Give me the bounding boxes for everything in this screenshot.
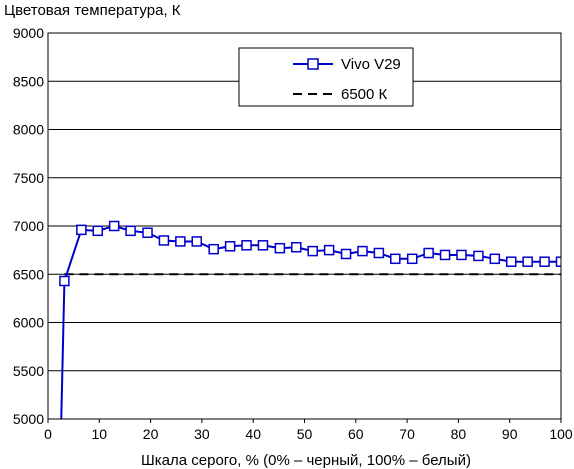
y-tick-label: 7000	[13, 218, 44, 234]
x-tick-label: 80	[451, 426, 467, 442]
data-point	[539, 256, 550, 267]
y-tick-label: 7500	[13, 170, 44, 186]
data-point	[555, 256, 561, 267]
x-tick-label: 90	[502, 426, 518, 442]
data-point	[522, 256, 533, 267]
x-tick-label: 20	[143, 426, 159, 442]
y-axis-ticks: 5000 5500 6000 6500 7000 7500 8000 8500 9000	[13, 25, 44, 427]
data-point	[208, 243, 219, 255]
legend-box	[238, 47, 414, 107]
x-axis-ticks: 0 10 20 30 40 50 60 70 80 90 100	[44, 419, 573, 442]
data-point	[241, 240, 252, 251]
data-point	[373, 247, 385, 259]
data-point	[291, 241, 302, 253]
x-tick-label: 50	[297, 426, 313, 442]
y-tick-label: 5000	[13, 411, 44, 427]
data-point	[274, 242, 286, 254]
x-tick-label: 40	[245, 426, 261, 442]
x-tick-label: 10	[92, 426, 108, 442]
y-tick-label: 6500	[13, 266, 44, 282]
data-point	[257, 240, 269, 251]
x-tick-label: 0	[44, 426, 52, 442]
y-tick-label: 9000	[13, 25, 44, 41]
plot-frame	[47, 32, 562, 420]
data-point	[439, 249, 451, 261]
x-axis-title: Шкала серого, % (0% – черный, 100% – бел…	[141, 452, 471, 469]
data-point	[76, 224, 87, 236]
series-layer	[59, 220, 561, 419]
data-point	[456, 249, 467, 261]
data-point	[125, 225, 136, 237]
x-tick-label: 100	[549, 426, 573, 442]
x-tick-label: 60	[348, 426, 364, 442]
data-point	[224, 241, 236, 252]
data-point	[108, 220, 120, 232]
y-tick-label: 8500	[13, 73, 44, 89]
data-point	[489, 253, 501, 265]
x-tick-label: 70	[399, 426, 415, 442]
y-axis-title: Цветовая температура, К	[4, 2, 181, 19]
data-point	[323, 244, 335, 256]
data-point	[390, 253, 401, 265]
y-tick-label: 6000	[13, 315, 44, 331]
data-point	[357, 245, 368, 257]
data-point	[175, 236, 186, 247]
data-point	[92, 225, 104, 237]
data-point	[59, 275, 70, 287]
data-point	[340, 248, 352, 260]
data-point	[406, 253, 418, 265]
data-point	[307, 245, 318, 257]
legend: Vivo V29 6500 К	[238, 47, 414, 107]
data-point	[505, 256, 517, 267]
y-tick-label: 5500	[13, 363, 44, 379]
legend-marker-vivo	[307, 58, 319, 70]
y-tick-label: 8000	[13, 122, 44, 138]
series-line-vivo-v29	[60, 224, 561, 419]
legend-label-vivo: Vivo V29	[341, 56, 401, 73]
legend-label-6500: 6500 К	[341, 86, 388, 103]
data-point	[158, 235, 170, 246]
x-tick-label: 30	[194, 426, 210, 442]
data-point	[191, 236, 203, 247]
data-point	[142, 227, 153, 239]
data-point	[473, 250, 484, 262]
data-point	[423, 247, 434, 259]
